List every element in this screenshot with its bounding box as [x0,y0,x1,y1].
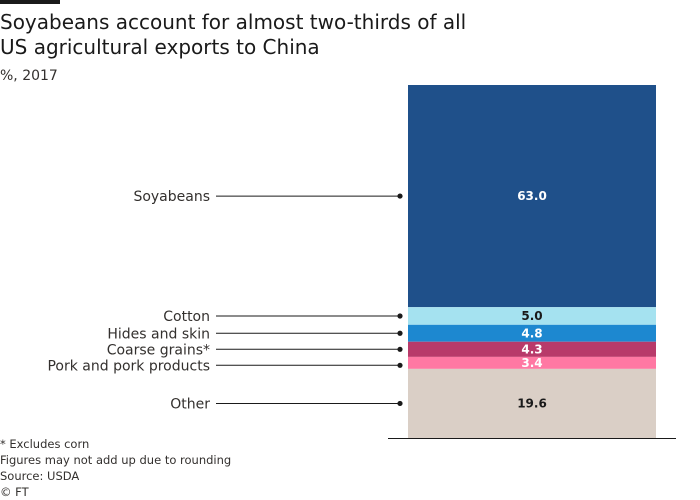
bar-segment-soyabeans [408,85,656,308]
value-label-coarse-grains: 4.3 [521,342,542,356]
leader-dot-other [397,400,403,407]
bar-segment-hides-and-skin [408,324,656,342]
bar-segment-other [408,368,656,438]
leader-dot-cotton [397,313,403,319]
value-label-other: 19.6 [517,396,547,410]
ft-credit: © FT [0,485,29,499]
value-label-cotton: 5.0 [521,309,542,323]
value-label-soyabeans: 63.0 [517,189,547,203]
source-note: Source: USDA [0,469,80,483]
chart-subtitle: %, 2017 [0,68,58,84]
footnote-excludes-corn: * Excludes corn [0,437,90,451]
leader-dot-hides-and-skin [397,330,403,336]
bar-segment-coarse-grains [408,341,656,357]
category-label-cotton: Cotton [163,309,210,325]
bar-segment-pork-and-pork-products [408,356,656,369]
value-label-hides-and-skin: 4.8 [521,326,542,340]
chart-title: Soyabeans account for almost two-thirds … [0,10,467,59]
category-label-coarse-grains: Coarse grains* [107,342,210,358]
category-label-other: Other [170,396,210,412]
category-label-soyabeans: Soyabeans [133,189,210,205]
category-label-pork-and-pork-products: Pork and pork products [47,358,210,374]
leader-dot-pork-and-pork-products [397,362,403,368]
leader-dot-coarse-grains [397,346,403,352]
bar-segment-cotton [408,307,656,325]
ft-top-bar [0,0,60,4]
footnote-rounding: Figures may not add up due to rounding [0,453,232,467]
leader-dot-soyabeans [397,193,403,199]
value-label-pork-and-pork-products: 3.4 [521,356,542,370]
category-label-hides-and-skin: Hides and skin [107,326,210,342]
